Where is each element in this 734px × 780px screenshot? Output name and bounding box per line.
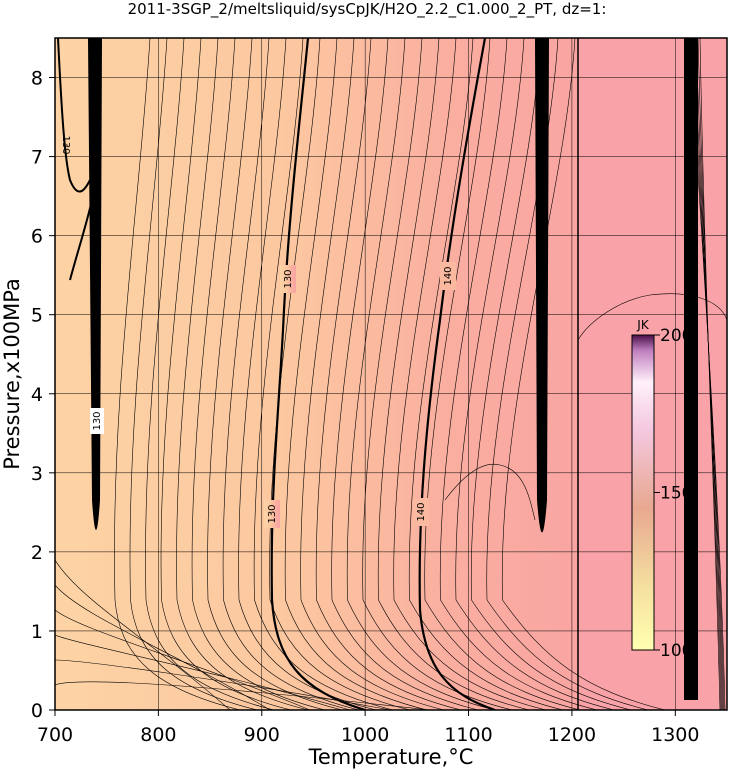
contour-line (114, 38, 241, 710)
contour-line (222, 38, 360, 710)
colorbar-scale (631, 334, 655, 651)
label-bg (440, 262, 456, 290)
y-tick-label: 3 (31, 463, 43, 485)
background (55, 38, 582, 710)
x-tick-label: 1100 (444, 724, 492, 746)
x-axis-label: Temperature,°C (308, 745, 474, 769)
x-tick-label: 700 (37, 724, 73, 746)
contour-line (470, 38, 632, 710)
contour-line (160, 38, 292, 710)
colorbar-tick-label: 100 (660, 641, 692, 661)
y-tick-label: 8 (31, 68, 43, 90)
y-tick-label: 2 (31, 542, 43, 564)
contour-line (418, 38, 496, 710)
contour-cluster (535, 38, 549, 533)
colorbar-tick-label: 150 (660, 484, 692, 504)
x-tick-label: 1200 (548, 724, 596, 746)
contour-label: 130 (92, 411, 103, 430)
label-bg (413, 498, 429, 526)
chart-title: 2011-3SGP_2/meltsliquid/sysCpJK/H2O_2.2_… (128, 0, 607, 19)
contour-line (145, 38, 275, 710)
y-tick-label: 0 (31, 700, 43, 722)
contour-label: 140 (416, 502, 427, 521)
contour-line (501, 38, 666, 710)
frame (54, 37, 728, 711)
x-tick-label: 1000 (341, 724, 389, 746)
y-tick-label: 7 (31, 147, 43, 169)
axes: 700 800 900 1000 1100 1200 1300 0 1 2 3 4 5 6 7 8 (31, 68, 700, 746)
contour-line (207, 38, 343, 710)
contour-line (444, 463, 536, 521)
colorbar-tick-label: 200 (660, 326, 692, 346)
contour-line (362, 38, 513, 710)
contour-line (577, 293, 727, 341)
contour-label: 140 (443, 266, 454, 285)
contour-line (55, 584, 271, 710)
contour-line (55, 559, 231, 710)
label-bg (90, 408, 104, 434)
y-axis-label: Pressure,x100MPa (0, 278, 24, 470)
contour-line (393, 38, 547, 710)
contour-line (129, 38, 258, 710)
x-tick-label: 900 (244, 724, 280, 746)
contour-line (253, 38, 394, 710)
x-tick-label: 800 (140, 724, 176, 746)
grid (55, 38, 727, 710)
y-tick-label: 1 (31, 621, 43, 643)
y-tick-label: 5 (31, 305, 43, 327)
contour-line (55, 659, 391, 710)
contour-label: 130 (283, 269, 294, 288)
colorbar: JK 100 150 200 (631, 318, 692, 661)
x-tick-label: 1300 (651, 724, 699, 746)
contour-cluster (684, 38, 698, 700)
contour-line (346, 38, 496, 710)
contour-label: 130 (60, 135, 71, 154)
contour-line (55, 634, 351, 710)
contour-line (238, 38, 377, 710)
contour-line (315, 38, 462, 710)
contour-line (439, 38, 598, 710)
colorbar-title: JK (636, 318, 650, 332)
y-tick-label: 6 (31, 226, 43, 248)
plot-area: 130 130 140 140 130 130 (55, 38, 727, 710)
contour-line (55, 609, 311, 710)
contour-line (284, 38, 428, 710)
contour-line (377, 38, 530, 710)
label-bg (264, 500, 280, 528)
y-tick-label: 4 (31, 384, 43, 406)
contour-label: 130 (267, 504, 278, 523)
contour-line (455, 38, 615, 710)
contour-line (331, 38, 479, 710)
label-bg (280, 265, 296, 293)
contour-line (191, 38, 326, 710)
contour-line (270, 38, 366, 710)
contour-line (408, 38, 564, 710)
contour-line (55, 681, 431, 710)
contour-cluster (88, 38, 102, 530)
contour-line (300, 38, 445, 710)
